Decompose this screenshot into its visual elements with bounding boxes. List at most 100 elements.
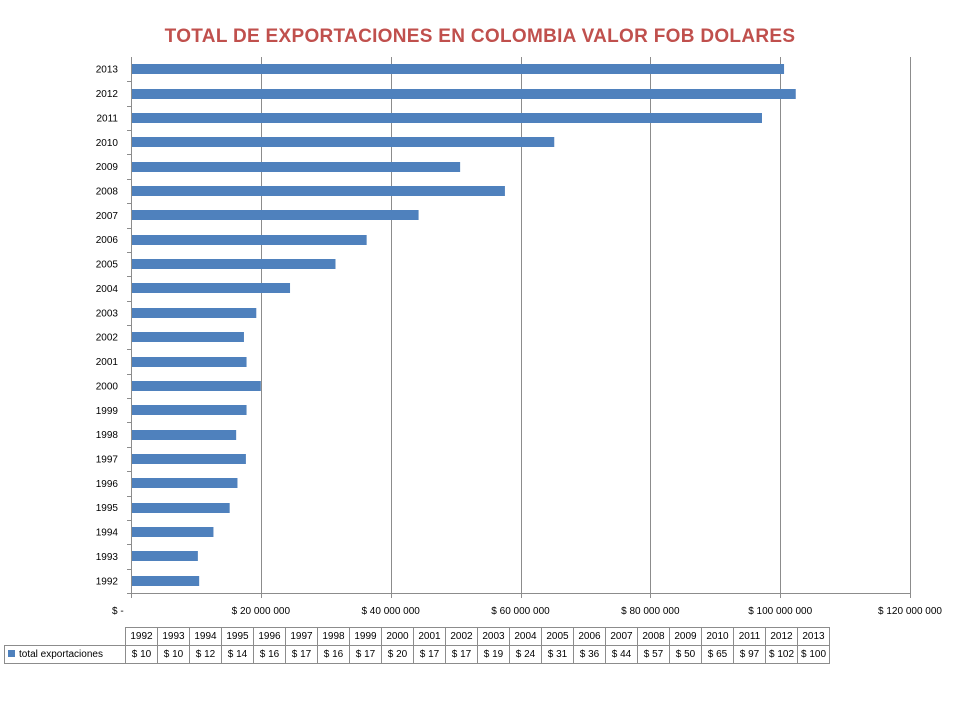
- data-table-value-2003: $ 19: [477, 645, 510, 664]
- data-table-value-2010: $ 65: [701, 645, 734, 664]
- data-table-header-row: 1992 1993 1994 1995 1996 1997 1998 1999 2000 2001…: [4, 627, 830, 646]
- data-table-year-1993: 1993: [157, 627, 190, 646]
- data-table-year-1995: 1995: [221, 627, 254, 646]
- data-table-value-2000: $ 20: [381, 645, 414, 664]
- y-tick-label: 1997: [96, 455, 119, 466]
- data-table-year-2007: 2007: [605, 627, 638, 646]
- y-tick-label: 2003: [96, 308, 119, 319]
- bar-2000: [132, 381, 261, 391]
- x-tick-label: $ 40 000 000: [361, 606, 420, 617]
- y-tick-label: 1999: [96, 406, 119, 417]
- chart-title: TOTAL DE EXPORTACIONES EN COLOMBIA VALOR…: [164, 26, 796, 47]
- bar-2010: [132, 137, 555, 147]
- x-tick-labels: $ - $ 20 000 000 $ 40 000 000 $ 60 000 000 $…: [112, 606, 942, 617]
- data-table-year-1997: 1997: [285, 627, 318, 646]
- y-tick-label: 2013: [96, 65, 119, 76]
- data-table-year-2005: 2005: [541, 627, 574, 646]
- legend-entry: total exportaciones: [4, 645, 126, 664]
- y-tick-label: 2006: [96, 235, 119, 246]
- bar-1996: [132, 478, 238, 488]
- data-table-year-2002: 2002: [445, 627, 478, 646]
- bar-1992: [132, 576, 200, 586]
- data-table-value-2006: $ 36: [573, 645, 606, 664]
- bar-2001: [132, 357, 247, 367]
- y-tick-label: 2007: [96, 211, 119, 222]
- y-tick-label: 2005: [96, 260, 119, 271]
- y-tick-label: 1998: [96, 430, 119, 441]
- data-table-value-2008: $ 57: [637, 645, 670, 664]
- y-tick-label: 2009: [96, 162, 119, 173]
- data-table-year-2006: 2006: [573, 627, 606, 646]
- data-table-value-1996: $ 16: [253, 645, 286, 664]
- bar-2012: [132, 89, 796, 99]
- data-table-year-2012: 2012: [765, 627, 798, 646]
- data-table-year-1998: 1998: [317, 627, 350, 646]
- data-table-year-2010: 2010: [701, 627, 734, 646]
- data-table-series-row: total exportaciones $ 10 $ 10 $ 12 $ 14 $ 16…: [4, 645, 830, 664]
- x-tick-label: $ 20 000 000: [232, 606, 291, 617]
- data-table-value-2007: $ 44: [605, 645, 638, 664]
- bar-1997: [132, 454, 246, 464]
- data-table-value-2009: $ 50: [669, 645, 702, 664]
- bar-2013: [132, 64, 785, 74]
- data-table-value-2011: $ 97: [733, 645, 766, 664]
- bar-1999: [132, 405, 247, 415]
- x-tick-label: $ 120 000 000: [878, 606, 942, 617]
- data-table-year-2009: 2009: [669, 627, 702, 646]
- bar-1993: [132, 551, 198, 561]
- bar-chart: 1992 1993 1994 1995 1996 1997 1998 1999 2000 2001…: [96, 57, 942, 617]
- legend-swatch: [8, 650, 15, 657]
- y-tick-label: 2002: [96, 333, 119, 344]
- x-tick-label: $ 100 000 000: [748, 606, 812, 617]
- data-table-value-1995: $ 14: [221, 645, 254, 664]
- y-tick-label: 2010: [96, 138, 119, 149]
- data-table-value-2001: $ 17: [413, 645, 446, 664]
- data-table-value-2002: $ 17: [445, 645, 478, 664]
- y-tick-label: 2011: [96, 113, 118, 124]
- data-table-value-1993: $ 10: [157, 645, 190, 664]
- y-tick-label: 1992: [96, 576, 119, 587]
- bar-1995: [132, 503, 230, 513]
- data-table-value-2005: $ 31: [541, 645, 574, 664]
- grid-lines: [261, 57, 911, 593]
- y-tick-label: 2000: [96, 381, 119, 392]
- x-tick-label: $ -: [112, 606, 124, 617]
- y-tick-label: 1993: [96, 552, 119, 563]
- bar-series: [132, 64, 796, 586]
- x-tick-label: $ 60 000 000: [491, 606, 550, 617]
- data-table-corner: [4, 627, 126, 646]
- data-table-year-2000: 2000: [381, 627, 414, 646]
- y-tick-labels: 1992 1993 1994 1995 1996 1997 1998 1999 2000 2001…: [96, 65, 119, 588]
- data-table-year-2004: 2004: [509, 627, 542, 646]
- bar-2007: [132, 210, 419, 220]
- bar-2002: [132, 332, 244, 342]
- data-table-value-2004: $ 24: [509, 645, 542, 664]
- data-table-value-1998: $ 16: [317, 645, 350, 664]
- data-table-value-1992: $ 10: [125, 645, 158, 664]
- bar-2005: [132, 259, 336, 269]
- y-tick-label: 2012: [96, 89, 119, 100]
- bar-2006: [132, 235, 367, 245]
- y-tick-label: 1995: [96, 503, 119, 514]
- bar-2003: [132, 308, 257, 318]
- bar-2009: [132, 162, 461, 172]
- data-table-year-1992: 1992: [125, 627, 158, 646]
- data-table-year-2011: 2011: [733, 627, 766, 646]
- y-tick-label: 2001: [96, 357, 119, 368]
- data-table-value-2012: $ 102: [765, 645, 798, 664]
- data-table-year-2003: 2003: [477, 627, 510, 646]
- bar-2011: [132, 113, 762, 123]
- data-table-value-1997: $ 17: [285, 645, 318, 664]
- data-table-value-1994: $ 12: [189, 645, 222, 664]
- data-table-year-2013: 2013: [797, 627, 830, 646]
- bar-1994: [132, 527, 214, 537]
- y-tick-label: 2008: [96, 187, 119, 198]
- data-table: 1992 1993 1994 1995 1996 1997 1998 1999 2000 2001…: [4, 627, 830, 664]
- data-table-year-1994: 1994: [189, 627, 222, 646]
- data-table-year-1996: 1996: [253, 627, 286, 646]
- y-tick-label: 1996: [96, 479, 119, 490]
- data-table-year-2001: 2001: [413, 627, 446, 646]
- data-table-year-2008: 2008: [637, 627, 670, 646]
- data-table-year-1999: 1999: [349, 627, 382, 646]
- bar-1998: [132, 430, 237, 440]
